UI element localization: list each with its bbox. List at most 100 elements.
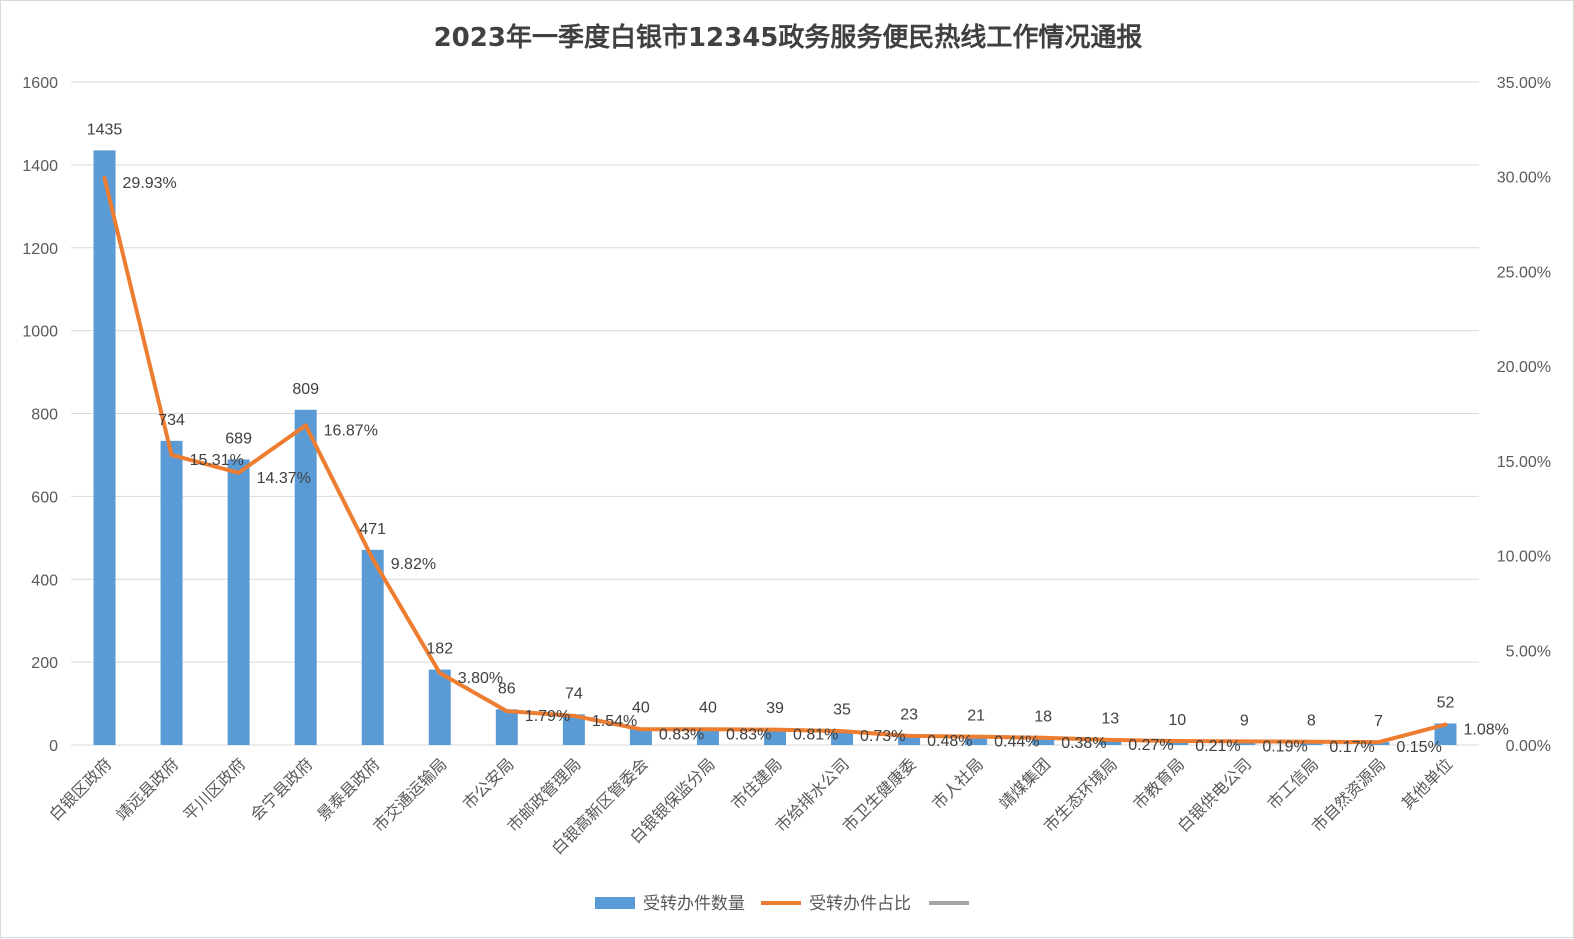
right-tick-label: 0.00%	[1506, 738, 1551, 755]
line-data-label: 0.15%	[1396, 739, 1441, 756]
bar-data-labels: 1435 734 689 809 471 182 86 74 40 40 39 35 23 21 18 13 1…	[87, 121, 1455, 730]
bar-data-label: 13	[1101, 711, 1119, 728]
left-tick-label: 1600	[22, 75, 58, 92]
left-tick-label: 1400	[22, 158, 58, 175]
bar	[831, 730, 854, 745]
left-tick-label: 600	[31, 489, 58, 506]
category-label: 其他单位	[1398, 754, 1457, 813]
right-tick-label: 35.00%	[1497, 75, 1551, 92]
bar-data-label: 182	[426, 641, 453, 658]
line-data-label: 14.37%	[257, 470, 311, 487]
category-label: 市工信局	[1264, 754, 1323, 813]
right-tick-label: 30.00%	[1497, 170, 1551, 187]
bar	[764, 728, 786, 745]
right-tick-label: 10.00%	[1497, 549, 1551, 566]
bar-data-label: 471	[359, 521, 386, 538]
right-tick-label: 25.00%	[1497, 264, 1551, 281]
line-data-label: 3.80%	[458, 670, 503, 687]
category-label: 景泰县政府	[314, 754, 384, 824]
bar	[1099, 739, 1122, 745]
bar-data-label: 52	[1437, 694, 1455, 711]
bar	[294, 409, 317, 745]
chart-title: 2023年一季度白银市12345政务服务便民热线工作情况通报	[433, 23, 1143, 53]
legend-swatch-bar	[595, 897, 635, 909]
line-data-label: 0.48%	[927, 733, 972, 750]
category-label: 会宁县政府	[246, 754, 316, 824]
bar-data-label: 86	[498, 680, 516, 697]
line-data-label: 15.31%	[190, 452, 244, 469]
bar-data-label: 689	[225, 430, 252, 447]
bar	[629, 728, 652, 745]
line-data-label: 1.79%	[525, 708, 570, 725]
right-tick-label: 5.00%	[1506, 643, 1551, 660]
line-data-label: 0.81%	[793, 727, 838, 744]
bar-data-label: 21	[967, 707, 985, 724]
left-tick-label: 0	[49, 738, 58, 755]
line-data-label: 0.17%	[1329, 739, 1374, 756]
line-data-labels: 29.93% 15.31% 14.37% 16.87% 9.82% 3.80% 1.79% 1…	[123, 175, 1509, 756]
bar	[361, 549, 384, 745]
bar	[965, 736, 988, 745]
bar	[562, 714, 585, 745]
line-data-label: 0.73%	[860, 728, 905, 745]
category-label: 市公安局	[459, 754, 518, 813]
category-label: 平川区政府	[179, 754, 249, 824]
legend-label-line: 受转办件占比	[809, 894, 911, 914]
bar	[898, 735, 921, 745]
bar-data-label: 39	[766, 700, 784, 717]
bar-data-label: 18	[1034, 709, 1052, 726]
right-axis: 0.00% 5.00% 10.00% 15.00% 20.00% 25.00% 30.00%…	[1497, 75, 1551, 755]
legend: 受转办件数量 受转办件占比	[595, 894, 969, 914]
category-label: 市教育局	[1129, 754, 1188, 813]
left-tick-label: 200	[31, 655, 58, 672]
line-data-label: 9.82%	[391, 556, 436, 573]
bar	[428, 669, 451, 745]
line-data-label: 0.44%	[994, 734, 1039, 751]
line-data-label: 16.87%	[324, 422, 378, 439]
category-label: 靖煤集团	[995, 754, 1054, 813]
series-line	[102, 176, 1448, 745]
bar-data-label: 74	[565, 685, 583, 702]
line-data-label: 29.93%	[123, 175, 177, 192]
bar	[93, 150, 116, 745]
legend-label-bar: 受转办件数量	[643, 894, 745, 914]
bar	[227, 459, 250, 745]
bar-data-label: 40	[632, 699, 650, 716]
line-data-label: 0.38%	[1061, 735, 1106, 752]
category-label: 市住建局	[727, 754, 786, 813]
bar-data-label: 9	[1240, 712, 1249, 729]
bar-data-label: 7	[1374, 713, 1383, 730]
left-tick-label: 800	[31, 407, 58, 424]
right-tick-label: 15.00%	[1497, 454, 1551, 471]
line-series	[102, 176, 1448, 745]
bar-data-label: 35	[833, 701, 851, 718]
bar	[1434, 723, 1457, 745]
category-label: 白银区政府	[45, 754, 115, 824]
bar-data-label: 40	[699, 699, 717, 716]
bar	[696, 728, 719, 745]
bar-data-label: 809	[292, 381, 319, 398]
left-axis: 0 200 400 600 800 1000 1200 1400 1600	[22, 75, 58, 755]
line-data-label: 0.83%	[659, 726, 704, 743]
category-label: 市人社局	[928, 754, 987, 813]
right-tick-label: 20.00%	[1497, 359, 1551, 376]
line-data-label: 0.83%	[726, 726, 771, 743]
bar-data-label: 10	[1168, 712, 1186, 729]
line-data-label: 0.27%	[1128, 737, 1173, 754]
category-label: 靖远县政府	[112, 754, 182, 824]
bar-data-label: 8	[1307, 713, 1316, 730]
left-tick-label: 1000	[22, 324, 58, 341]
bar	[495, 709, 518, 745]
bar-series	[93, 150, 1457, 745]
left-tick-label: 1200	[22, 241, 58, 258]
line-data-label: 1.54%	[592, 713, 637, 730]
gridlines	[71, 81, 1479, 746]
bar-data-label: 23	[900, 706, 918, 723]
left-tick-label: 400	[31, 572, 58, 589]
bar	[1032, 737, 1055, 745]
bar-data-label: 1435	[87, 121, 123, 138]
bar-data-label: 734	[158, 412, 185, 429]
